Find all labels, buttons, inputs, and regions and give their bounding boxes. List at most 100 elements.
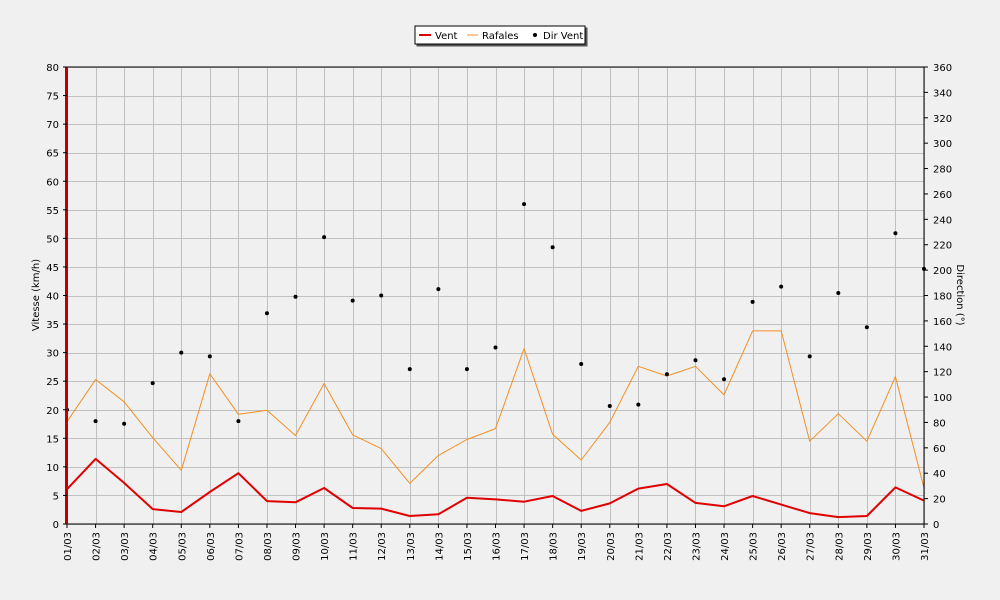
dir-point bbox=[807, 354, 812, 359]
x-tick-label: 03/03 bbox=[120, 532, 131, 561]
x-tick-label: 13/03 bbox=[406, 532, 417, 561]
y2-tick-label: 300 bbox=[933, 139, 952, 150]
dir-point bbox=[550, 245, 555, 250]
y2-tick-label: 120 bbox=[933, 368, 952, 379]
y2-tick-label: 80 bbox=[933, 418, 946, 429]
dir-point bbox=[522, 202, 527, 207]
x-tick-label: 11/03 bbox=[349, 532, 360, 561]
dir-point bbox=[664, 372, 669, 377]
x-tick-label: 19/03 bbox=[577, 532, 588, 561]
dir-point bbox=[693, 358, 698, 363]
dir-point bbox=[407, 367, 412, 372]
y2-tick-label: 180 bbox=[933, 292, 952, 303]
y2-axis-title: Direction (°) bbox=[954, 264, 965, 325]
x-tick-label: 06/03 bbox=[206, 532, 217, 561]
y-tick-label: 5 bbox=[53, 491, 59, 502]
dir-point bbox=[93, 419, 98, 424]
dir-point bbox=[636, 402, 641, 407]
y-tick-label: 30 bbox=[46, 349, 59, 360]
x-tick-label: 29/03 bbox=[863, 532, 874, 561]
dir-point bbox=[722, 377, 727, 382]
dir-point bbox=[864, 325, 869, 330]
y2-tick-label: 0 bbox=[933, 520, 939, 531]
y-tick-label: 60 bbox=[46, 177, 59, 188]
x-tick-label: 27/03 bbox=[806, 532, 817, 561]
y-axis-left: 0 5 10 15 20 25 30 35 40 45 50 55 60 65 70 75 80 bbox=[46, 63, 67, 531]
plot-area bbox=[67, 67, 924, 524]
legend: Vent Rafales Dir Vent bbox=[414, 25, 586, 45]
y-tick-label: 55 bbox=[46, 206, 59, 217]
dir-point bbox=[322, 235, 327, 240]
y2-tick-label: 200 bbox=[933, 266, 952, 277]
y-tick-label: 15 bbox=[46, 434, 59, 445]
y-axis-right: 0 20 40 60 80 100 120 140 160 180 200 220 240 260 280 3… bbox=[924, 63, 952, 531]
dir-point bbox=[122, 421, 127, 426]
x-tick-label: 01/03 bbox=[63, 532, 74, 561]
series-line-rafales bbox=[66, 330, 925, 489]
y-tick-label: 80 bbox=[46, 63, 59, 74]
x-tick-label: 14/03 bbox=[434, 532, 445, 561]
x-tick-label: 08/03 bbox=[263, 532, 274, 561]
y2-tick-label: 260 bbox=[933, 190, 952, 201]
series-vent bbox=[66, 457, 925, 519]
y2-tick-label: 160 bbox=[933, 317, 952, 328]
legend-dir-vent: Dir Vent bbox=[543, 31, 583, 42]
y-tick-label: 20 bbox=[46, 406, 59, 417]
dir-point bbox=[236, 419, 241, 424]
x-tick-label: 07/03 bbox=[234, 532, 245, 561]
y2-tick-label: 360 bbox=[933, 63, 952, 74]
legend-rafales: Rafales bbox=[482, 31, 519, 42]
legend-vent: Vent bbox=[435, 31, 458, 42]
dir-point bbox=[379, 293, 384, 298]
x-tick-label: 09/03 bbox=[292, 532, 303, 561]
x-tick-label: 25/03 bbox=[749, 532, 760, 561]
dir-point bbox=[293, 294, 298, 299]
dir-point bbox=[350, 298, 355, 303]
x-tick-label: 21/03 bbox=[634, 532, 645, 561]
series-line-vent bbox=[66, 457, 925, 519]
series-rafales bbox=[66, 330, 925, 489]
y-tick-label: 40 bbox=[46, 292, 59, 303]
y-axis-title: Vitesse (km/h) bbox=[31, 259, 42, 331]
dir-point bbox=[464, 367, 469, 372]
y-tick-label: 70 bbox=[46, 120, 59, 131]
y2-tick-label: 40 bbox=[933, 469, 946, 480]
dir-point bbox=[893, 231, 898, 236]
dir-point bbox=[493, 345, 498, 350]
x-tick-label: 04/03 bbox=[149, 532, 160, 561]
x-tick-label: 02/03 bbox=[92, 532, 103, 561]
y2-tick-label: 340 bbox=[933, 88, 952, 99]
x-tick-label: 17/03 bbox=[520, 532, 531, 561]
y2-tick-label: 240 bbox=[933, 215, 952, 226]
y-tick-label: 35 bbox=[46, 320, 59, 331]
y-tick-label: 75 bbox=[46, 92, 59, 103]
y2-tick-label: 20 bbox=[933, 495, 946, 506]
dir-point bbox=[436, 287, 441, 292]
x-tick-label: 31/03 bbox=[920, 532, 931, 561]
x-tick-label: 15/03 bbox=[463, 532, 474, 561]
dir-point bbox=[779, 284, 784, 289]
dir-point bbox=[836, 290, 841, 295]
x-tick-label: 23/03 bbox=[691, 532, 702, 561]
x-tick-label: 10/03 bbox=[320, 532, 331, 561]
x-tick-label: 12/03 bbox=[377, 532, 388, 561]
y2-tick-label: 320 bbox=[933, 114, 952, 125]
y-tick-label: 45 bbox=[46, 263, 59, 274]
dir-point bbox=[150, 381, 155, 386]
dir-point bbox=[179, 350, 184, 355]
x-tick-label: 30/03 bbox=[891, 532, 902, 561]
x-tick-label: 24/03 bbox=[720, 532, 731, 561]
dir-point bbox=[207, 354, 212, 359]
y-tick-label: 65 bbox=[46, 149, 59, 160]
y2-tick-label: 60 bbox=[933, 444, 946, 455]
dir-point bbox=[264, 311, 269, 316]
dir-point bbox=[607, 403, 612, 408]
x-tick-label: 05/03 bbox=[177, 532, 188, 561]
y2-tick-label: 220 bbox=[933, 241, 952, 252]
dir-point bbox=[750, 299, 755, 304]
y2-tick-label: 100 bbox=[933, 393, 952, 404]
x-tick-label: 28/03 bbox=[834, 532, 845, 561]
y-tick-label: 25 bbox=[46, 377, 59, 388]
y-tick-label: 50 bbox=[46, 234, 59, 245]
